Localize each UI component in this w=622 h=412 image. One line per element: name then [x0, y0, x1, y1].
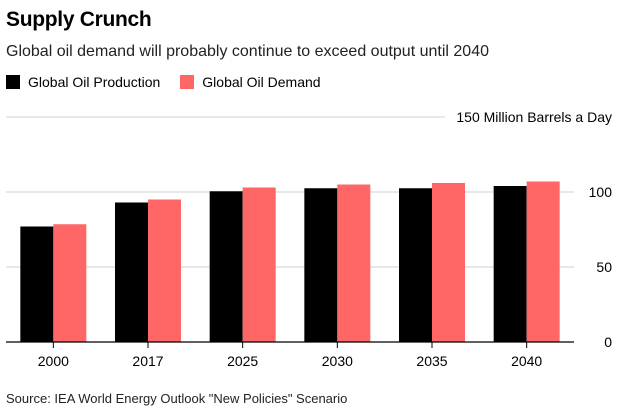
legend-label-demand: Global Oil Demand: [202, 74, 321, 90]
chart-legend: Global Oil Production Global Oil Demand: [6, 74, 341, 90]
bar-production: [115, 202, 148, 342]
x-tick-label: 2017: [132, 353, 163, 369]
bar-production: [399, 188, 432, 342]
bar-demand: [432, 183, 465, 342]
legend-item-production: Global Oil Production: [6, 74, 160, 90]
legend-item-demand: Global Oil Demand: [180, 74, 321, 90]
y-tick-label: 50: [596, 259, 612, 275]
x-tick-label: 2040: [511, 353, 542, 369]
chart-title: Supply Crunch: [6, 8, 152, 31]
legend-label-production: Global Oil Production: [28, 74, 161, 90]
x-tick-label: 2030: [322, 353, 353, 369]
legend-swatch-demand: [180, 75, 195, 89]
bar-chart: 150 Million Barrels a Day 0 50 100 2000 2017 2…: [6, 109, 613, 369]
x-tick-label: 2035: [416, 353, 447, 369]
bar-production: [20, 226, 54, 342]
bar-demand: [148, 199, 181, 342]
y-tick-label: 100: [589, 184, 613, 200]
x-tick-label: 2000: [38, 353, 69, 369]
y-tick-label-top: 150 Million Barrels a Day: [456, 109, 612, 125]
bar-demand: [53, 224, 87, 342]
x-tick-label: 2025: [227, 353, 258, 369]
legend-swatch-production: [6, 75, 20, 89]
bar-demand: [337, 184, 371, 342]
bar-demand: [242, 187, 276, 342]
bar-production: [493, 186, 527, 342]
bar-demand: [526, 181, 560, 342]
bar-production: [304, 188, 338, 342]
y-tick-label: 0: [604, 334, 612, 350]
bar-production: [209, 191, 243, 342]
chart-source: Source: IEA World Energy Outlook "New Po…: [6, 391, 348, 406]
chart-subtitle: Global oil demand will probably continue…: [6, 43, 489, 60]
